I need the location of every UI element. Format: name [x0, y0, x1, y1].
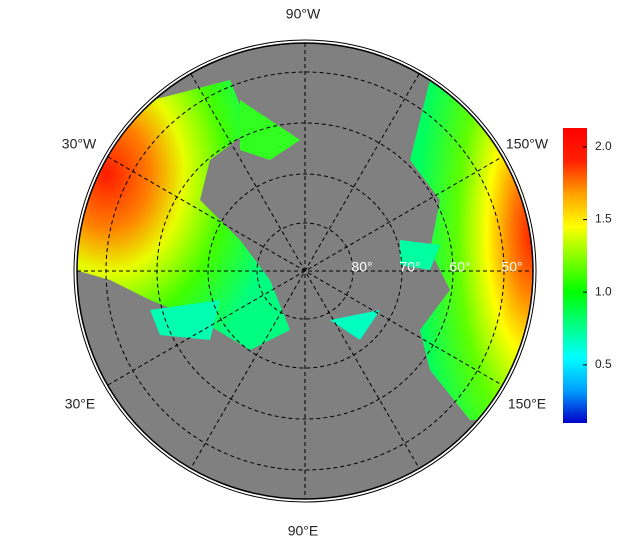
- parallel-label: 80°: [351, 259, 372, 275]
- parallel-label: 50°: [501, 259, 522, 275]
- meridian-label: 90°W: [286, 6, 321, 22]
- meridian-label: 150°W: [506, 136, 549, 152]
- colorbar-tick-label: 1.0: [595, 284, 612, 298]
- colorbar-tick-label: 2.0: [595, 139, 612, 153]
- parallel-label: 60°: [449, 259, 470, 275]
- arctic-channel: [240, 100, 300, 160]
- map-border-outer: [73, 39, 537, 503]
- colorbar-scale: [563, 128, 587, 423]
- meridian-label: 30°W: [62, 136, 97, 152]
- meridian-label: 150°E: [508, 396, 546, 412]
- bering-strait: [400, 240, 440, 270]
- map-disk: [77, 43, 533, 499]
- laptev-sea: [330, 310, 380, 340]
- colorbar-tick-label: 0.5: [595, 357, 612, 371]
- baltic-sea: [150, 300, 220, 340]
- graticule: [77, 43, 533, 499]
- colorbar-tick-label: 1.5: [595, 212, 612, 226]
- parallel-label: 70°: [399, 259, 420, 275]
- colorbar: 0.5 1.0 1.5 2.0: [563, 128, 612, 423]
- meridian-label: 30°E: [65, 396, 96, 412]
- meridian-label: 90°E: [288, 523, 319, 539]
- atlantic-ocean: [77, 80, 290, 350]
- map-border: [76, 42, 534, 500]
